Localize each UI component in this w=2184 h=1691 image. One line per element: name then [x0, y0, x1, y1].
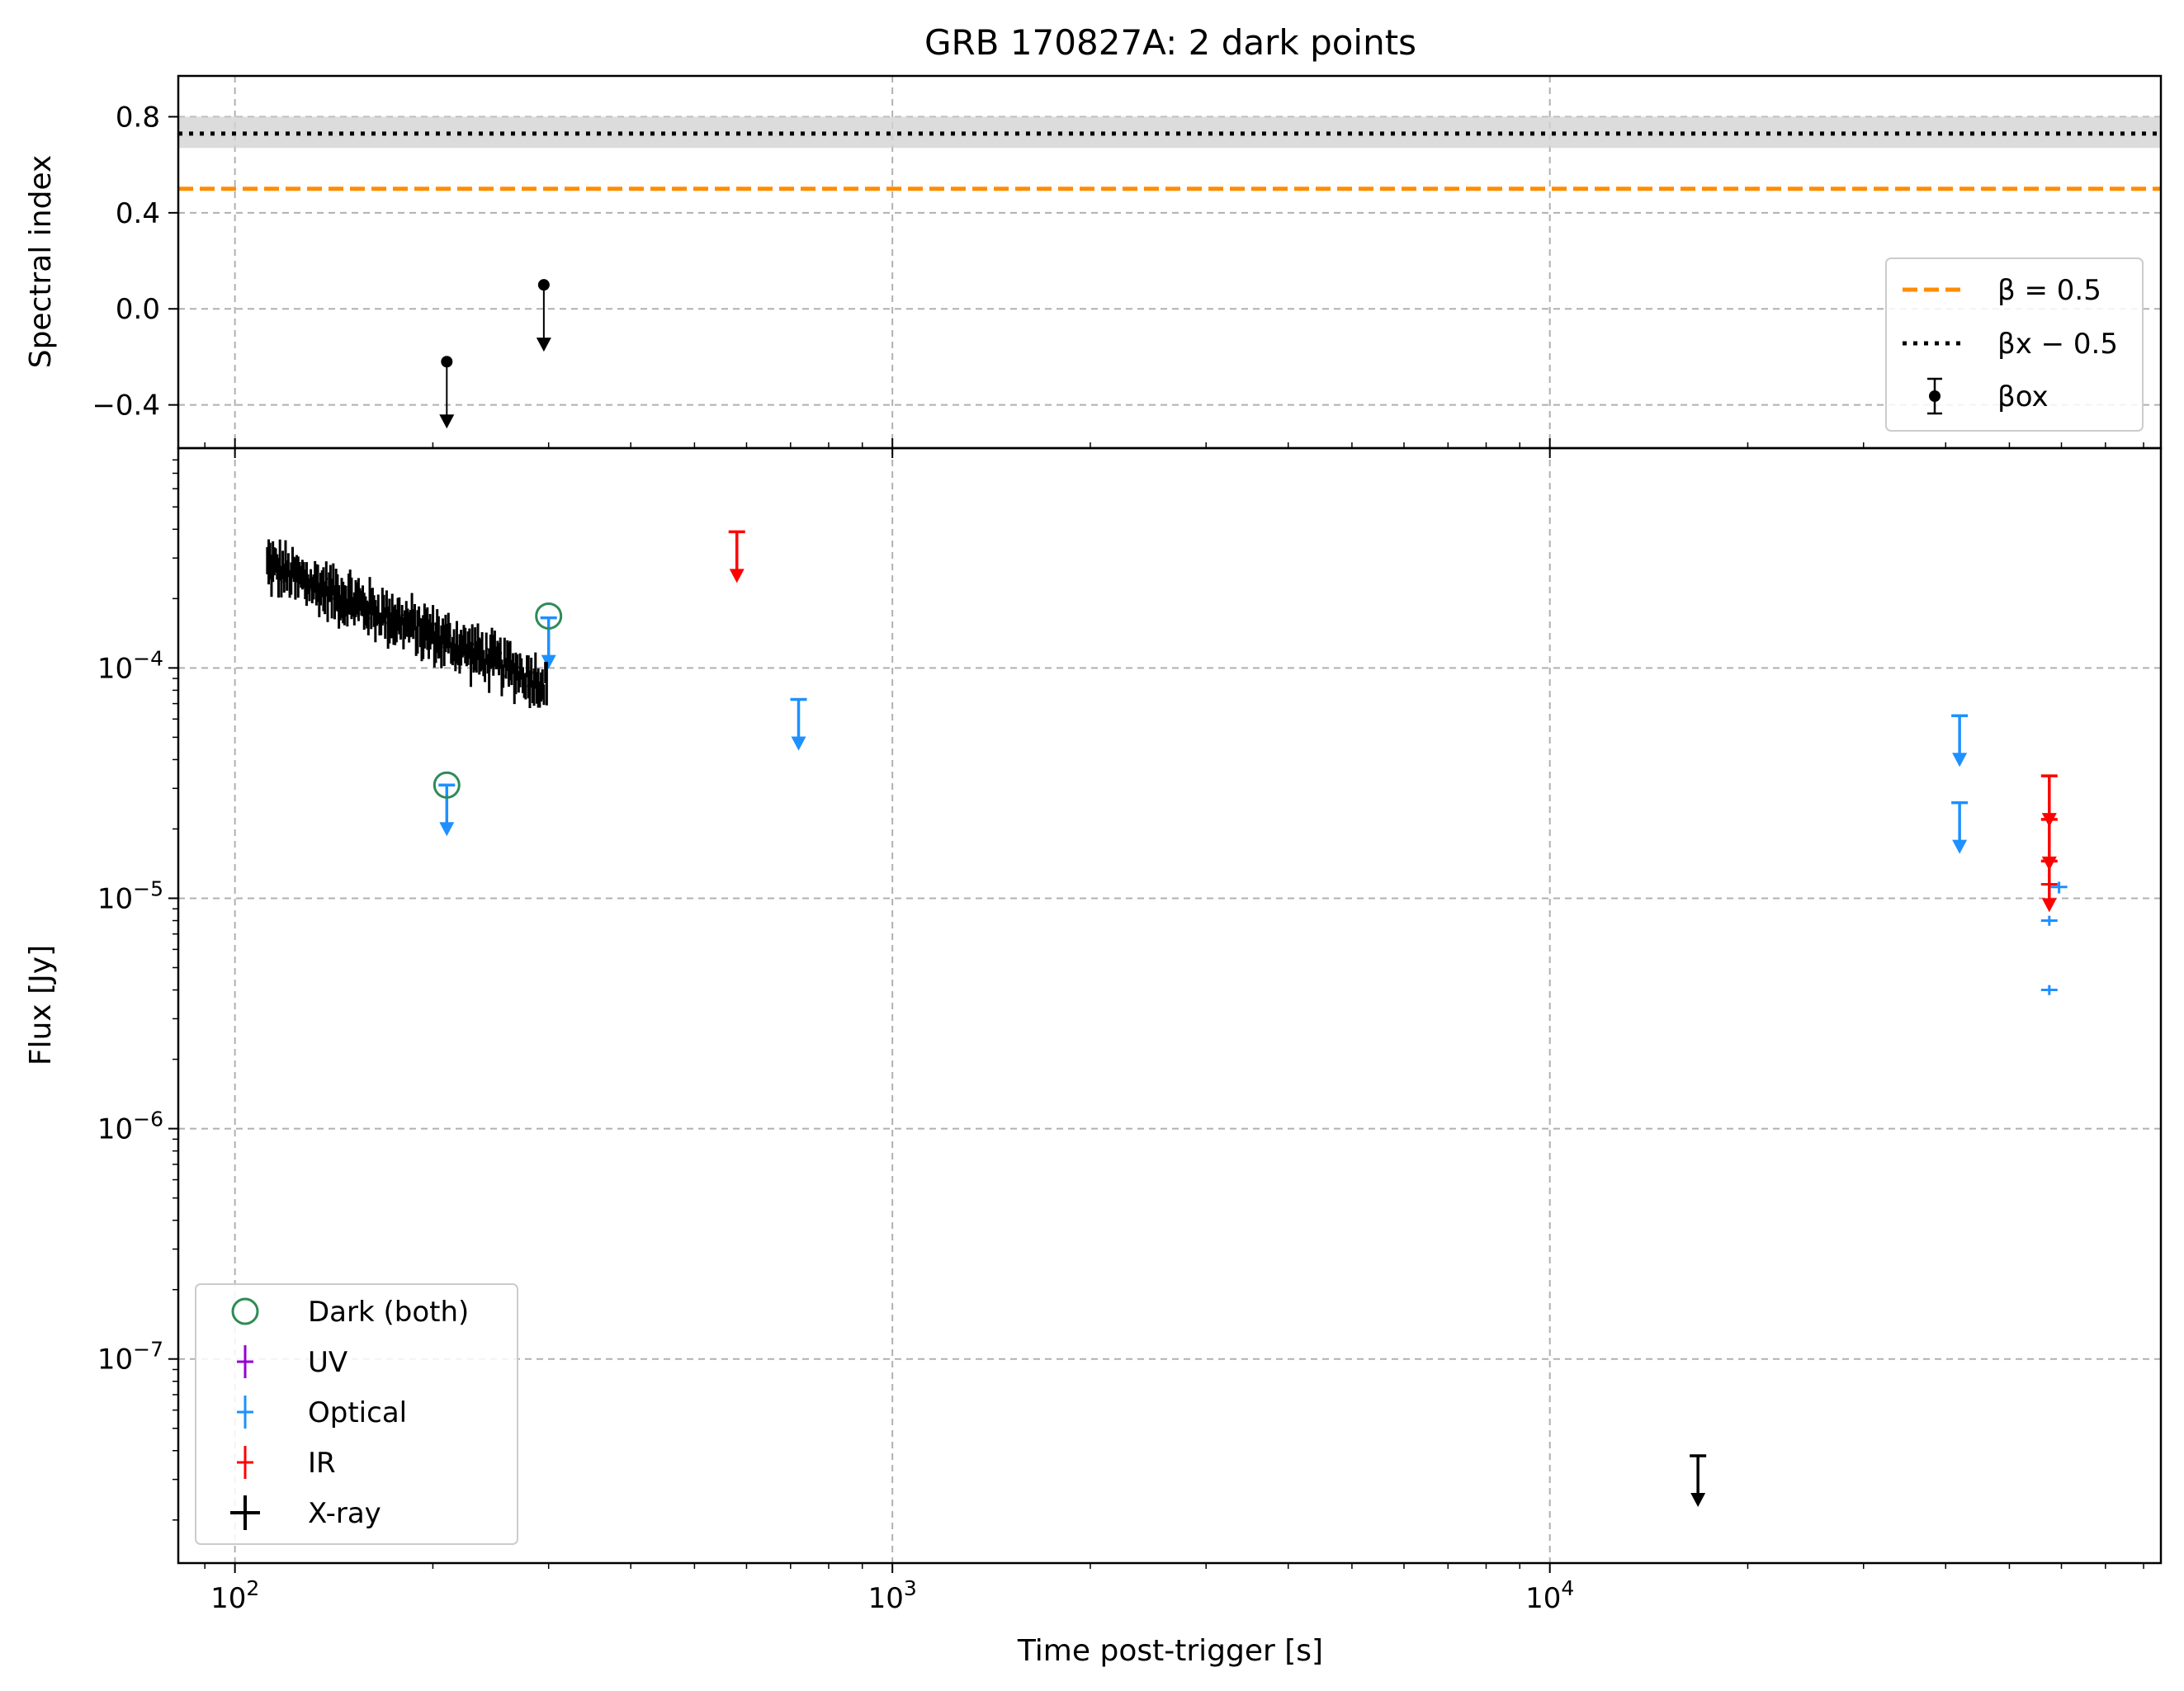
flux-panel: 102 103 104 10−7 10−6 10−5 10−4 Flux [Jy] Time…	[24, 446, 2163, 1668]
spectral-index-ytick-label: 0.4	[116, 197, 160, 230]
flux-ytick-label: 10−4	[97, 646, 163, 685]
legend-uv-label: UV	[308, 1346, 347, 1379]
beta-ox-limit-arrow	[536, 338, 551, 352]
flux-frame	[177, 446, 2163, 1565]
spectral-index-ytick-label: 0.8	[116, 101, 160, 134]
legend-optical-swatch	[237, 1396, 253, 1429]
flux-ticks: 102 103 104 10−7 10−6 10−5 10−4	[97, 448, 2144, 1615]
legend-dark-label: Dark (both)	[308, 1296, 469, 1329]
legend-beta-half-label: β = 0.5	[1997, 274, 2101, 307]
figure-title: GRB 170827A: 2 dark points	[924, 22, 1416, 63]
spectral-index-ytick-label: −0.4	[92, 390, 160, 423]
flux-data	[266, 530, 2068, 1507]
flux-ytick-label: 10−6	[97, 1108, 163, 1146]
legend-xray-swatch	[230, 1495, 260, 1530]
flux-xtick-label: 104	[1525, 1576, 1574, 1615]
x-ray-upper-limit-arrow	[1690, 1492, 1706, 1507]
dark-point-marker	[433, 771, 461, 799]
flux-xlabel: Time post-trigger [s]	[1017, 1634, 1323, 1668]
legend-dark-swatch	[231, 1297, 259, 1325]
legend-uv-swatch	[237, 1345, 253, 1378]
flux-xtick-label: 103	[868, 1576, 917, 1615]
spectral-index-data	[439, 279, 551, 429]
ir-upper-limit-arrow	[729, 569, 745, 583]
spectral-index-legend-box	[1885, 257, 2144, 432]
legend-ir-swatch	[237, 1446, 253, 1479]
spectral-index-legend: β = 0.5 βx − 0.5 βox	[1885, 257, 2144, 432]
ir-upper-limit-arrow	[2041, 898, 2057, 913]
beta-ox-point	[441, 356, 453, 368]
beta-ox-point	[537, 279, 550, 291]
flux-ytick-label: 10−7	[97, 1338, 163, 1377]
dark-point-marker	[535, 602, 563, 630]
flux-legend-box	[195, 1283, 518, 1545]
optical-upper-limit-arrow	[439, 822, 455, 837]
optical-upper-limit-arrow	[541, 654, 556, 669]
legend-xray-label: X-ray	[308, 1497, 381, 1530]
optical-upper-limit-arrow	[791, 736, 806, 751]
spectral-index-reference-lines	[178, 116, 2161, 191]
beta-ox-limit-arrow	[439, 414, 455, 429]
flux-xtick-label: 102	[210, 1576, 259, 1615]
legend-optical-label: Optical	[308, 1396, 407, 1429]
legend-beta-x-label: βx − 0.5	[1997, 328, 2118, 361]
legend-ir-label: IR	[308, 1447, 336, 1480]
flux-legend: Dark (both) UV Optical IR X-ray	[195, 1283, 518, 1545]
spectral-index-ytick-label: 0.0	[116, 293, 160, 326]
flux-ylabel: Flux [Jy]	[24, 945, 58, 1065]
spectral-index-ylabel: Spectral index	[24, 155, 58, 369]
legend-beta-ox-label: βox	[1997, 380, 2049, 413]
flux-ytick-label: 10−5	[97, 876, 163, 915]
optical-upper-limit-arrow	[1952, 753, 1968, 768]
legend-beta-ox-swatch	[1927, 377, 1942, 415]
optical-upper-limit-arrow	[1952, 839, 1968, 854]
